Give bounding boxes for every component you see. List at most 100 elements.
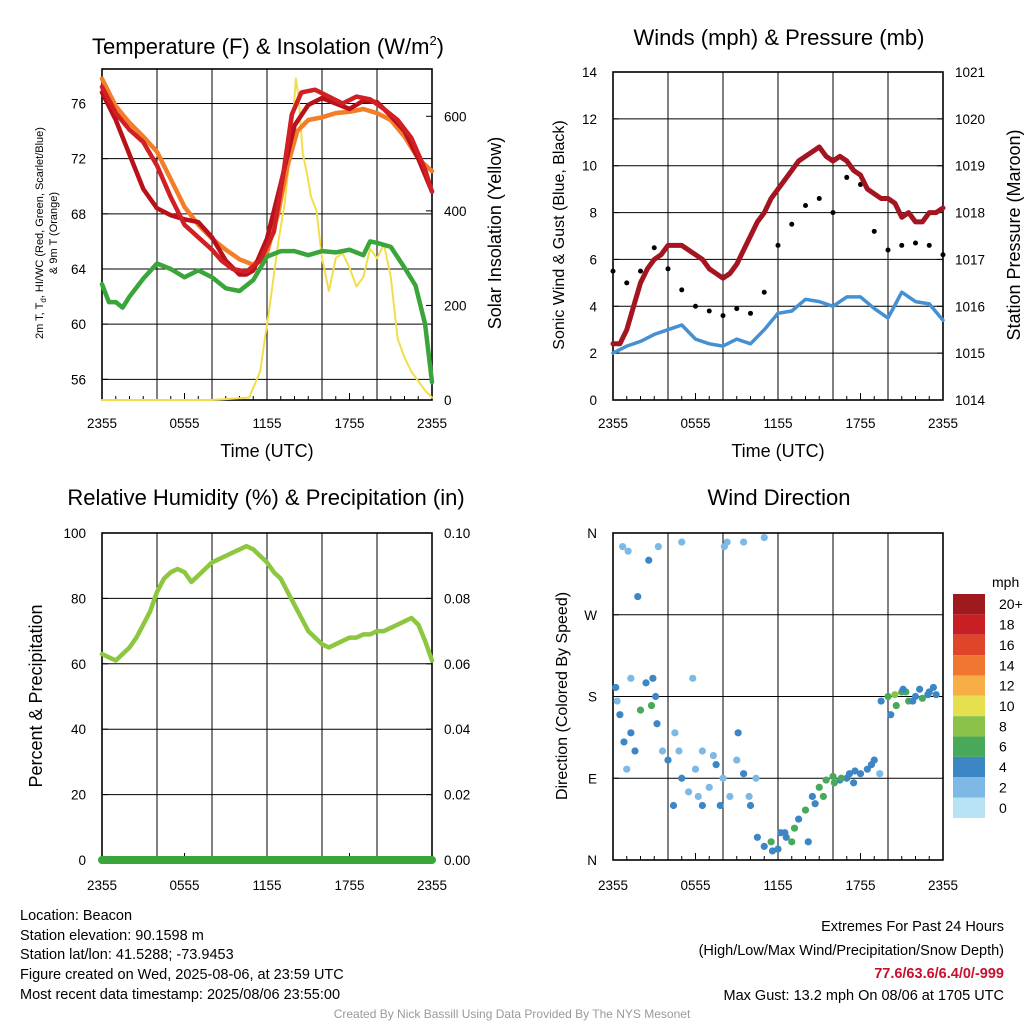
wind-direction-point (653, 720, 661, 728)
colorbar-swatch (953, 736, 985, 757)
wdir-xtick-label: 2355 (928, 878, 958, 893)
humidity-panel: Relative Humidity (%) & Precipitation (i… (26, 485, 471, 893)
wind-xtick-label: 2355 (928, 416, 958, 431)
temp-series-line (99, 84, 435, 274)
wind-xtick-label: 1755 (845, 416, 875, 431)
wind-direction-point (892, 701, 900, 710)
wind-direction-point (671, 729, 679, 737)
wind-right-ytick-label: 1017 (955, 252, 985, 267)
wind-direction-point (712, 761, 720, 769)
gust-point (624, 280, 630, 286)
gust-point (665, 266, 671, 272)
svg-text:2m T, Td, HI/WC (Red, Green, S: 2m T, Td, HI/WC (Red, Green, Scarlet/Blu… (34, 127, 48, 339)
colorbar-label: 14 (999, 657, 1015, 673)
wind-direction-point (746, 801, 755, 810)
wind-direction-point (647, 701, 656, 710)
wind-direction-point (654, 543, 662, 551)
footer-elevation: Station elevation: 90.1598 m (20, 928, 204, 944)
winds-panel-ylabel-right: Station Pressure (Maroon) (1004, 129, 1024, 340)
rh-right-ytick-label: 0.02 (444, 788, 470, 803)
wind-right-ytick-label: 1020 (955, 112, 985, 127)
rh-ytick-label: 60 (71, 657, 86, 672)
wind-direction-point (678, 774, 686, 782)
colorbar-label: 18 (999, 617, 1015, 633)
wind-direction-point (845, 770, 854, 778)
wind-direction-point (691, 765, 700, 773)
wind-direction-point (734, 729, 742, 737)
wind-direction-point (822, 776, 830, 784)
wdir-ytick-label: W (584, 608, 597, 623)
extremes-title: Extremes For Past 24 Hours (821, 919, 1004, 935)
wind-direction-point (740, 538, 748, 546)
winds-panel: Winds (mph) & Pressure (mb) Time (UTC) S… (551, 25, 1024, 461)
wind-direction-point (790, 824, 799, 832)
wind-ytick-label: 10 (582, 159, 597, 174)
wind-direction-point (760, 533, 768, 542)
footer-recent: Most recent data timestamp: 2025/08/06 2… (20, 987, 341, 1003)
colorbar-label: 16 (999, 637, 1015, 653)
wind-direction-point (916, 685, 924, 693)
gust-point (899, 242, 905, 248)
wind-direction-point (619, 543, 627, 551)
wind-direction-point (788, 838, 796, 846)
wind-direction-point (642, 679, 650, 687)
wind-right-ytick-label: 1021 (955, 65, 985, 80)
temp-ytick-label: 76 (71, 96, 86, 111)
wind-direction-point (733, 756, 741, 764)
wind-direction-point (876, 770, 884, 778)
wind-ytick-label: 4 (589, 299, 597, 314)
wind-direction-point (795, 815, 803, 823)
colorbar-swatch (953, 634, 985, 656)
wind-direction-point (851, 767, 859, 775)
wind-direction-point (767, 838, 775, 846)
wind-direction-point (698, 747, 706, 755)
wind-direction-point (782, 833, 790, 841)
wind-direction-point (669, 801, 678, 810)
wdir-xtick-label: 1755 (845, 878, 875, 893)
extremes-legend: (High/Low/Max Wind/Precipitation/Snow De… (698, 943, 1004, 959)
wind-direction-panel-ylabel-left: Direction (Colored By Speed) (554, 592, 571, 800)
gust-point (926, 242, 932, 248)
wind-direction-point (929, 683, 937, 692)
wind-direction-point (616, 711, 624, 719)
humidity-panel-ylabel-left: Percent & Precipitation (26, 604, 46, 787)
wind-direction-point (801, 806, 810, 814)
wind-direction-point (719, 774, 727, 782)
wind-direction-point (887, 711, 895, 719)
gust-point (693, 303, 698, 309)
wind-direction-point (877, 697, 885, 705)
colorbar-swatch (953, 655, 985, 676)
rh-ytick-label: 100 (63, 526, 86, 541)
wind-direction-point (856, 770, 865, 778)
wind-direction-point (752, 774, 760, 782)
wind-direction-point (768, 847, 777, 855)
wind-direction-point (804, 838, 812, 846)
colorbar-label: 10 (999, 698, 1015, 714)
gust-point (679, 287, 685, 293)
wind-direction-point (645, 556, 653, 564)
rh-xtick-label: 0555 (169, 878, 199, 893)
colorbar-swatch (953, 594, 985, 615)
temp-series-line (101, 77, 433, 401)
temp-ytick-label: 56 (71, 372, 86, 387)
gust-point (803, 203, 808, 209)
colorbar-label: 6 (999, 739, 1007, 755)
gust-point (706, 308, 712, 314)
wind-direction-point (774, 845, 782, 853)
svg-text:& 9m T (Orange): & 9m T (Orange) (48, 192, 60, 274)
wind-xtick-label: 1155 (763, 416, 792, 431)
rh-right-ytick-label: 0.10 (444, 526, 470, 541)
winds-panel-title: Winds (mph) & Pressure (mb) (634, 25, 925, 50)
temp-right-ytick-label: 600 (444, 109, 467, 124)
temp-xtick-label: 0555 (169, 416, 199, 431)
wind-right-ytick-label: 1015 (955, 346, 985, 361)
wind-ytick-label: 0 (589, 393, 597, 408)
colorbar-swatch (953, 777, 985, 798)
rh-right-ytick-label: 0.04 (444, 722, 471, 737)
wind-direction-point (631, 747, 639, 755)
wdir-ytick-label: N (587, 853, 597, 868)
temperature-panel-ylabel-left: 2m T, Td, HI/WC (Red, Green, Scarlet/Blu… (34, 127, 60, 339)
temp-xtick-label: 1155 (252, 416, 281, 431)
gust-point (610, 268, 616, 274)
wind-direction-point (664, 756, 672, 764)
